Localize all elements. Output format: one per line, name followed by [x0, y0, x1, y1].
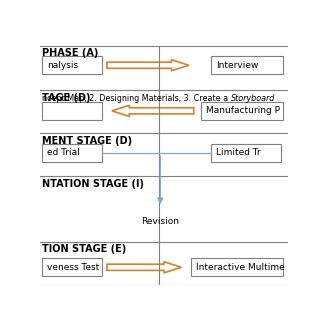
Text: MENT STAGE (D): MENT STAGE (D) — [43, 136, 132, 146]
Text: TION STAGE (E): TION STAGE (E) — [43, 244, 127, 254]
Text: ncept Map, 2. Designing Materials, 3. Create a: ncept Map, 2. Designing Materials, 3. Cr… — [43, 94, 231, 103]
Text: veness Test: veness Test — [47, 263, 100, 272]
Text: Revision: Revision — [141, 217, 179, 226]
Text: Manufacturing P: Manufacturing P — [206, 106, 280, 115]
FancyArrow shape — [112, 105, 194, 116]
Text: Storyboard: Storyboard — [231, 94, 276, 103]
Bar — [211, 144, 281, 162]
Bar — [211, 56, 283, 74]
Text: Interview: Interview — [216, 61, 259, 70]
Text: TAGE (D): TAGE (D) — [43, 92, 91, 103]
FancyArrow shape — [107, 262, 181, 273]
Bar — [43, 144, 102, 162]
FancyArrow shape — [107, 60, 189, 71]
Bar — [201, 102, 283, 120]
Text: ed Trial: ed Trial — [47, 148, 80, 157]
Bar — [43, 56, 102, 74]
Text: nalysis: nalysis — [47, 61, 79, 70]
Text: Limited Tr: Limited Tr — [216, 148, 261, 157]
Bar — [191, 259, 283, 276]
Text: NTATION STAGE (I): NTATION STAGE (I) — [43, 179, 145, 189]
Text: PHASE (A): PHASE (A) — [43, 48, 99, 58]
Text: Interactive Multime: Interactive Multime — [196, 263, 285, 272]
Bar — [43, 102, 102, 120]
Bar — [43, 259, 102, 276]
